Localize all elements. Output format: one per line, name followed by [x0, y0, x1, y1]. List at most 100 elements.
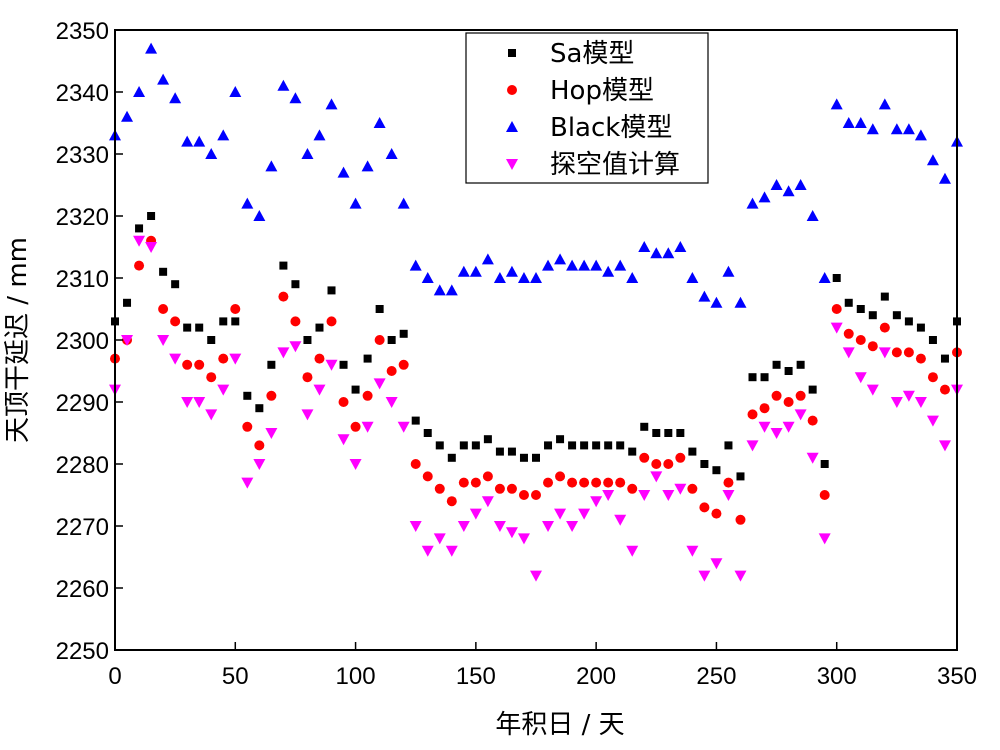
series-3	[109, 235, 963, 582]
data-point	[397, 197, 410, 209]
data-point	[880, 292, 889, 301]
legend-label: Sa模型	[550, 39, 634, 69]
data-point	[734, 296, 747, 308]
data-point	[808, 385, 817, 394]
data-point	[722, 265, 735, 277]
data-point	[242, 421, 253, 432]
data-point	[459, 441, 468, 450]
data-point	[844, 298, 853, 307]
data-point	[710, 558, 723, 570]
data-point	[724, 441, 733, 450]
data-point	[326, 316, 337, 327]
data-point	[374, 335, 385, 345]
data-point	[926, 415, 939, 427]
data-point	[517, 533, 530, 545]
data-point	[566, 259, 579, 271]
data-point	[602, 265, 615, 277]
data-point	[843, 328, 854, 339]
data-point	[421, 272, 434, 283]
data-point	[782, 421, 795, 433]
data-point	[868, 311, 877, 320]
data-point	[229, 353, 242, 365]
data-point	[723, 477, 734, 488]
data-point	[206, 372, 217, 383]
data-point	[301, 148, 314, 159]
data-point	[831, 304, 842, 314]
data-point	[373, 117, 386, 128]
data-point	[361, 160, 374, 172]
data-point	[830, 98, 843, 110]
y-tick-label: 2260	[56, 576, 109, 603]
data-point	[794, 409, 807, 421]
data-point	[770, 428, 783, 439]
legend-marker	[508, 49, 516, 57]
data-point	[940, 354, 949, 363]
data-point	[267, 360, 276, 369]
data-point	[700, 460, 709, 468]
data-point	[243, 391, 252, 400]
data-point	[626, 545, 639, 557]
data-point	[530, 272, 542, 283]
data-point	[183, 323, 192, 332]
data-point	[674, 483, 687, 495]
data-point	[615, 477, 626, 488]
data-point	[217, 129, 230, 141]
y-tick-label: 2330	[56, 142, 109, 169]
data-point	[830, 322, 843, 334]
data-point	[603, 477, 614, 488]
data-point	[820, 460, 829, 468]
data-point	[784, 367, 793, 375]
data-point	[241, 477, 254, 489]
data-point	[556, 435, 565, 444]
data-point	[483, 435, 492, 444]
y-tick-label: 2300	[56, 328, 109, 355]
data-point	[651, 459, 662, 469]
data-point	[938, 172, 951, 184]
data-point	[842, 117, 855, 128]
data-point	[386, 366, 397, 376]
x-tick-label: 0	[108, 663, 121, 690]
data-point	[662, 247, 675, 259]
data-point	[627, 483, 638, 494]
data-point	[194, 359, 205, 370]
data-point	[746, 197, 759, 209]
data-point	[782, 185, 795, 197]
legend-label: 探空值计算	[550, 150, 680, 180]
data-point	[469, 265, 482, 277]
data-point	[422, 471, 433, 482]
data-point	[327, 286, 336, 295]
data-point	[854, 372, 867, 384]
data-point	[650, 471, 663, 483]
data-point	[339, 360, 348, 369]
data-point	[916, 323, 925, 332]
data-point	[590, 496, 603, 508]
x-tick-label: 200	[576, 663, 616, 690]
data-point	[302, 372, 313, 383]
x-tick-label: 50	[222, 663, 249, 690]
data-point	[387, 336, 396, 344]
data-point	[303, 336, 312, 344]
data-point	[686, 272, 699, 283]
data-point	[254, 440, 265, 451]
data-point	[397, 421, 410, 433]
data-point	[349, 459, 362, 470]
data-point	[735, 514, 746, 525]
data-point	[217, 384, 230, 396]
data-point	[856, 305, 865, 313]
data-point	[795, 390, 806, 401]
data-point	[409, 521, 422, 532]
data-point	[351, 385, 360, 394]
data-point	[674, 241, 687, 252]
x-tick-label: 250	[696, 663, 736, 690]
data-point	[676, 429, 685, 437]
data-point	[398, 359, 409, 370]
data-point	[866, 384, 879, 396]
data-point	[181, 397, 194, 408]
data-point	[854, 117, 867, 128]
data-point	[457, 521, 470, 532]
data-point	[806, 452, 819, 464]
data-point	[495, 447, 504, 456]
legend-marker	[507, 85, 517, 95]
data-point	[518, 490, 529, 500]
